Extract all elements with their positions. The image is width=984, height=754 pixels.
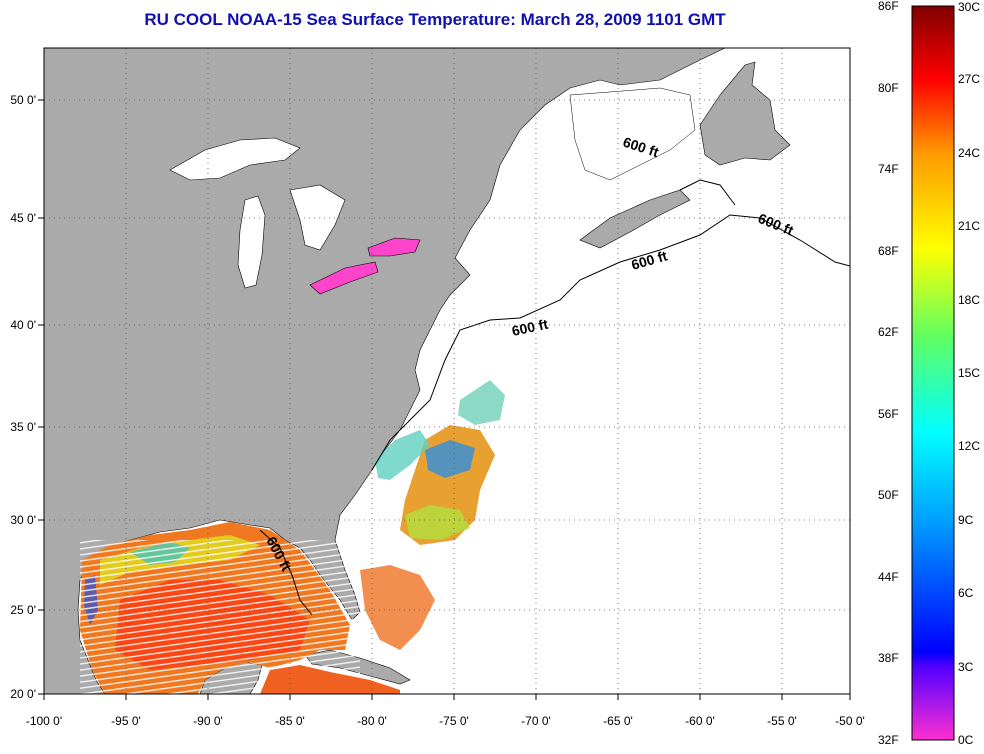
sst-northern-scatter <box>458 380 505 425</box>
sst-atlantic-cool <box>425 440 475 478</box>
colorbar-celsius-label: 3C <box>958 659 974 674</box>
colorbar-celsius-label: 12C <box>958 439 981 454</box>
land-newfoundland <box>699 61 791 166</box>
colorbar-fahrenheit-label: 80F <box>878 80 899 95</box>
lake-michigan <box>237 195 266 289</box>
colorbar-celsius-label: 27C <box>958 72 981 87</box>
longitude-tick-label: -50 0' <box>835 714 865 728</box>
latitude-tick-label: 20 0' <box>10 687 36 701</box>
colorbar-fahrenheit-label: 56F <box>878 406 899 421</box>
colorbar-celsius-label: 6C <box>958 586 974 601</box>
colorbar-celsius-label: 18C <box>958 292 981 307</box>
lake-erie <box>309 261 379 295</box>
colorbar-fahrenheit-label: 38F <box>878 651 899 666</box>
isobath-600ft <box>259 179 850 616</box>
contour-label: 600 ft <box>510 316 549 339</box>
colorbar-celsius-label: 15C <box>958 366 981 380</box>
lake-ontario <box>367 237 421 257</box>
latitude-axis: 50 0' 45 0' 40 0' 35 0' 30 0' 25 0' 20 0' <box>10 93 44 701</box>
sst-coastal-strip <box>375 430 430 480</box>
gulf-st-lawrence <box>569 87 696 181</box>
latitude-tick-label: 50 0' <box>10 93 36 107</box>
latitude-tick-label: 30 0' <box>10 513 36 527</box>
land-nova-scotia <box>579 189 691 249</box>
colorbar-fahrenheit-label: 74F <box>878 162 899 177</box>
colorbar-celsius-label: 24C <box>958 145 981 160</box>
longitude-tick-label: -65 0' <box>603 714 633 728</box>
longitude-axis: -100 0' -95 0' -90 0' -85 0' -80 0' -75 0' -70… <box>26 694 865 728</box>
colorbar-fahrenheit-label: 32F <box>878 733 899 747</box>
longitude-tick-label: -90 0' <box>193 714 223 728</box>
colorbar-fahrenheit-label: 68F <box>878 243 899 258</box>
colorbar-fahrenheit-label: 44F <box>878 569 899 584</box>
lake-huron <box>289 184 346 251</box>
map-title: RU COOL NOAA-15 Sea Surface Temperature:… <box>144 10 726 29</box>
colorbar-fahrenheit-label: 50F <box>878 488 899 503</box>
longitude-tick-label: -60 0' <box>685 714 715 728</box>
colorbar-celsius-label: 30C <box>958 0 981 14</box>
sst-keys-bahamas <box>360 565 435 650</box>
longitude-tick-label: -75 0' <box>439 714 469 728</box>
colorbar <box>911 5 955 741</box>
latitude-tick-label: 45 0' <box>10 211 36 225</box>
latitude-tick-label: 35 0' <box>10 420 36 434</box>
colorbar-celsius-label: 21C <box>958 219 981 234</box>
longitude-tick-label: -95 0' <box>111 714 141 728</box>
lake-superior <box>169 137 301 181</box>
longitude-tick-label: -100 0' <box>26 714 62 728</box>
colorbar-fahrenheit-label: 86F <box>878 0 899 13</box>
latitude-tick-label: 40 0' <box>10 318 36 332</box>
sst-caribbean <box>260 665 400 694</box>
colorbar-celsius-label: 0C <box>958 733 974 747</box>
colorbar-celsius-label: 9C <box>958 512 974 527</box>
colorbar-fahrenheit-label: 62F <box>878 325 899 340</box>
map-frame <box>43 47 851 695</box>
latitude-tick-label: 25 0' <box>10 603 36 617</box>
longitude-tick-label: -70 0' <box>521 714 551 728</box>
longitude-tick-label: -55 0' <box>767 714 797 728</box>
longitude-tick-label: -85 0' <box>275 714 305 728</box>
longitude-tick-label: -80 0' <box>357 714 387 728</box>
